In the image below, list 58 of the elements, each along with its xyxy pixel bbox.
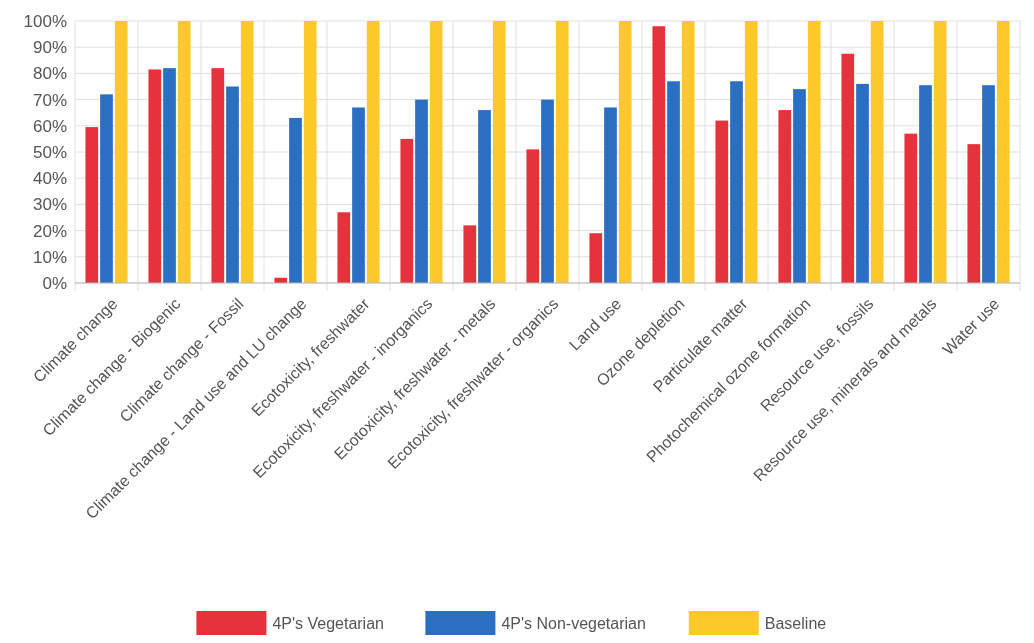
bar (967, 144, 981, 283)
bar (919, 85, 932, 283)
bar (904, 133, 918, 283)
bar (793, 89, 806, 283)
bar (541, 99, 554, 283)
y-tick-label: 40% (32, 169, 67, 189)
bar (996, 21, 1010, 283)
legend-label: 4P's Non-vegetarian (501, 614, 646, 632)
bar (667, 81, 680, 283)
bar (778, 110, 792, 283)
bar (226, 86, 239, 283)
bar (148, 69, 162, 283)
y-tick-label: 100% (23, 11, 67, 31)
bar (856, 83, 869, 283)
bar (240, 21, 254, 283)
bar (982, 85, 995, 283)
legend-label: Baseline (764, 614, 827, 632)
bar (730, 81, 743, 283)
bar (177, 21, 191, 283)
y-tick-label: 10% (32, 247, 67, 267)
bar (400, 138, 414, 283)
bar (478, 110, 491, 283)
bar (415, 99, 428, 283)
bar (352, 107, 365, 283)
bar (681, 21, 695, 283)
bar (933, 21, 947, 283)
bar (604, 107, 617, 283)
y-tick-label: 0% (42, 273, 67, 293)
bar (303, 21, 317, 283)
y-tick-label: 90% (32, 38, 67, 58)
bar (652, 26, 666, 283)
bar (429, 21, 443, 283)
bar (100, 94, 113, 283)
bar (492, 21, 506, 283)
bar (337, 212, 351, 283)
y-tick-label: 50% (32, 142, 67, 162)
bar (807, 21, 821, 283)
bar (463, 225, 477, 283)
bar (715, 120, 729, 283)
bar (85, 127, 99, 283)
legend-label: 4P's Vegetarian (272, 614, 384, 632)
bar (870, 21, 884, 283)
y-tick-label: 80% (32, 64, 67, 84)
bar (366, 21, 380, 283)
bar (526, 149, 540, 283)
bar (618, 21, 632, 283)
bar (744, 21, 758, 283)
y-tick-label: 20% (32, 221, 67, 241)
bar (211, 68, 225, 283)
y-tick-label: 70% (32, 90, 67, 110)
bar (114, 21, 128, 283)
bar (589, 233, 603, 283)
bar (289, 117, 302, 283)
bar (163, 68, 176, 283)
y-tick-label: 60% (32, 116, 67, 136)
y-tick-label: 30% (32, 195, 67, 215)
bar (555, 21, 569, 283)
bar (841, 53, 855, 283)
